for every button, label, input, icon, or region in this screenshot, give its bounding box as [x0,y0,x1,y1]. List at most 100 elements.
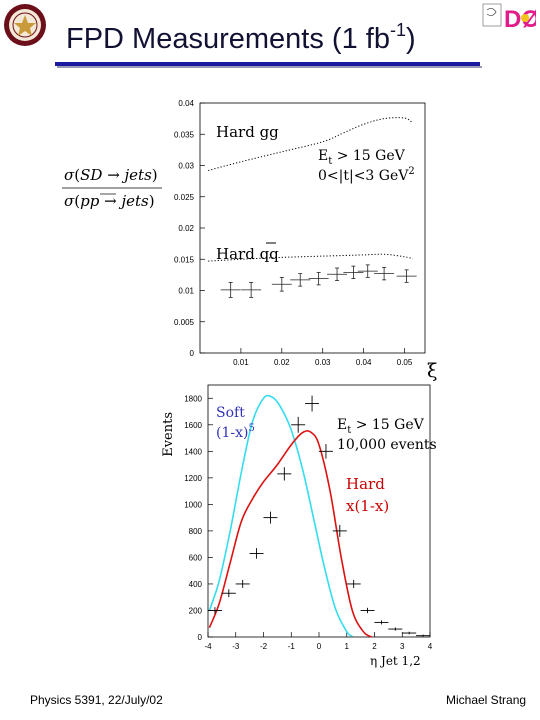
top-data-point-3 [290,273,311,287]
top-ytick-label-4: 0.02 [178,224,194,233]
svg-text:σ(pp → jets): σ(pp → jets) [64,192,155,210]
label-soft: Soft [216,405,245,421]
bottom-xlabel: η Jet 1,2 [370,654,421,668]
ylabel-num-b: jets [122,166,153,184]
top-data-point-8 [374,266,395,281]
label-hard-qq: Hard qq [216,245,279,263]
bottom-data-point-5 [277,467,292,481]
bottom-xtick-label-4: 0 [317,642,322,651]
top-xtick-label-3: 0.04 [356,358,372,367]
top-series-line-0 [208,117,414,171]
top-ytick-label-3: 0.015 [174,255,195,264]
bottom-y-axis: 0 200 400 600 800 1000 1200 1400 1600 1800 [184,394,213,642]
top-y-axis: 0 0.005 0.01 0.015 0.02 0.025 0.03 0.035 0.04 [174,99,205,358]
top-ytick-label-7: 0.035 [174,130,195,139]
footer-course: Physics 5391, 22/July/02 [30,693,163,707]
bottom-data-point-7 [305,395,320,412]
top-xtick-label-4: 0.05 [397,358,413,367]
top-plot: 0 0.005 0.01 0.015 0.02 0.025 0.03 0.035 0.04 0.… [62,99,437,382]
bottom-data-point-0 [207,607,222,614]
bottom-data-points [207,395,431,637]
bottom-xtick-label-2: -2 [260,642,268,651]
bottom-xtick-label-3: -1 [288,642,296,651]
bottom-data-point-1 [221,589,236,598]
bottom-data-point-3 [249,548,264,559]
dzero-logo: DØ [482,3,536,33]
bottom-data-point-15 [416,634,431,637]
bottom-data-point-10 [346,579,361,588]
bottom-ytick-label-9: 1800 [184,394,202,403]
footer-author: Michael Strang [446,693,527,707]
bottom-series-line-soft [208,394,353,637]
label-hard-gg: Hard gg [216,123,279,141]
top-ytick-label-6: 0.03 [178,162,194,171]
top-ylabel: σ(SD → jets) σ(pp → jets) [62,166,162,210]
top-series-group [208,117,414,262]
bottom-ytick-label-7: 1400 [184,447,202,456]
bottom-data-point-8 [318,444,333,459]
bottom-x-axis: -4 -3 -2 -1 0 1 2 3 4 [204,632,433,651]
bottom-data-point-4 [263,511,278,524]
bottom-data-point-14 [402,631,417,635]
top-ytick-label-5: 0.025 [174,193,195,202]
logo-text: DØ [504,6,536,33]
label-hard: Hard [346,475,385,493]
bottom-ytick-label-3: 600 [189,553,203,562]
top-xtick-label-1: 0.02 [274,358,290,367]
top-cut-t: 0<|t|<3 GeV2 [318,166,415,184]
bottom-ytick-label-4: 800 [189,527,203,536]
top-data-point-7 [357,264,378,278]
ylabel-den-b: jets [118,192,149,210]
bottom-data-point-13 [388,627,403,631]
bottom-xtick-label-0: -4 [204,642,212,651]
bottom-ytick-label-1: 200 [189,606,203,615]
bottom-data-point-12 [374,620,389,625]
top-xtick-label-2: 0.03 [315,358,331,367]
top-data-point-0 [220,281,241,298]
top-data-point-6 [343,265,364,280]
university-seal-logo [4,4,46,46]
top-xlabel: ξ [427,360,437,382]
top-x-axis: 0.01 0.02 0.03 0.04 0.05 [233,348,413,367]
ylabel-den-a: pp [80,192,100,210]
bottom-ylabel: Events [161,412,176,457]
bottom-data-point-11 [360,607,375,614]
top-cut-et: Et > 15 GeV [318,148,406,167]
bottom-data-point-6 [291,416,306,433]
bottom-cut-et: Et > 15 GeV [337,417,425,436]
bottom-data-point-9 [332,524,347,537]
bottom-series-group [208,394,373,638]
bottom-xtick-label-8: 4 [428,642,433,651]
bottom-plot: 0 200 400 600 800 1000 1200 1400 1600 1800 -4 -3 -2… [161,384,437,668]
bottom-ytick-label-5: 1000 [184,500,202,509]
title-rule-shadow [57,66,482,68]
bottom-cut-events: 10,000 events [337,437,437,453]
bottom-xtick-label-6: 2 [372,642,377,651]
top-data-point-4 [308,271,329,286]
bottom-xtick-label-1: -3 [232,642,240,651]
top-data-point-5 [327,267,348,281]
label-soft-form: (1-x)5 [216,423,255,441]
ylabel-num-a: SD [80,166,102,184]
top-data-point-9 [396,269,417,283]
top-ytick-label-0: 0 [190,349,195,358]
bottom-series-line-hard [208,430,373,638]
top-ytick-label-2: 0.01 [178,287,194,296]
bottom-xtick-label-7: 3 [400,642,405,651]
top-data-point-2 [271,276,292,292]
label-hard-form: x(1-x) [346,497,389,515]
bottom-ytick-label-0: 0 [198,633,203,642]
bottom-ytick-label-2: 400 [189,580,203,589]
top-data-points [220,264,417,298]
bottom-data-point-2 [235,579,250,588]
bottom-xtick-label-5: 1 [345,642,350,651]
bottom-ytick-label-8: 1600 [184,421,202,430]
title-rule [55,62,480,66]
top-ytick-label-1: 0.005 [174,318,195,327]
svg-text:σ(SD → jets): σ(SD → jets) [64,166,158,184]
bottom-ytick-label-6: 1200 [184,474,202,483]
top-xtick-label-0: 0.01 [233,358,249,367]
top-series-line-1 [208,253,413,262]
slide-title: FPD Measurements (1 fb-1) [66,20,416,55]
